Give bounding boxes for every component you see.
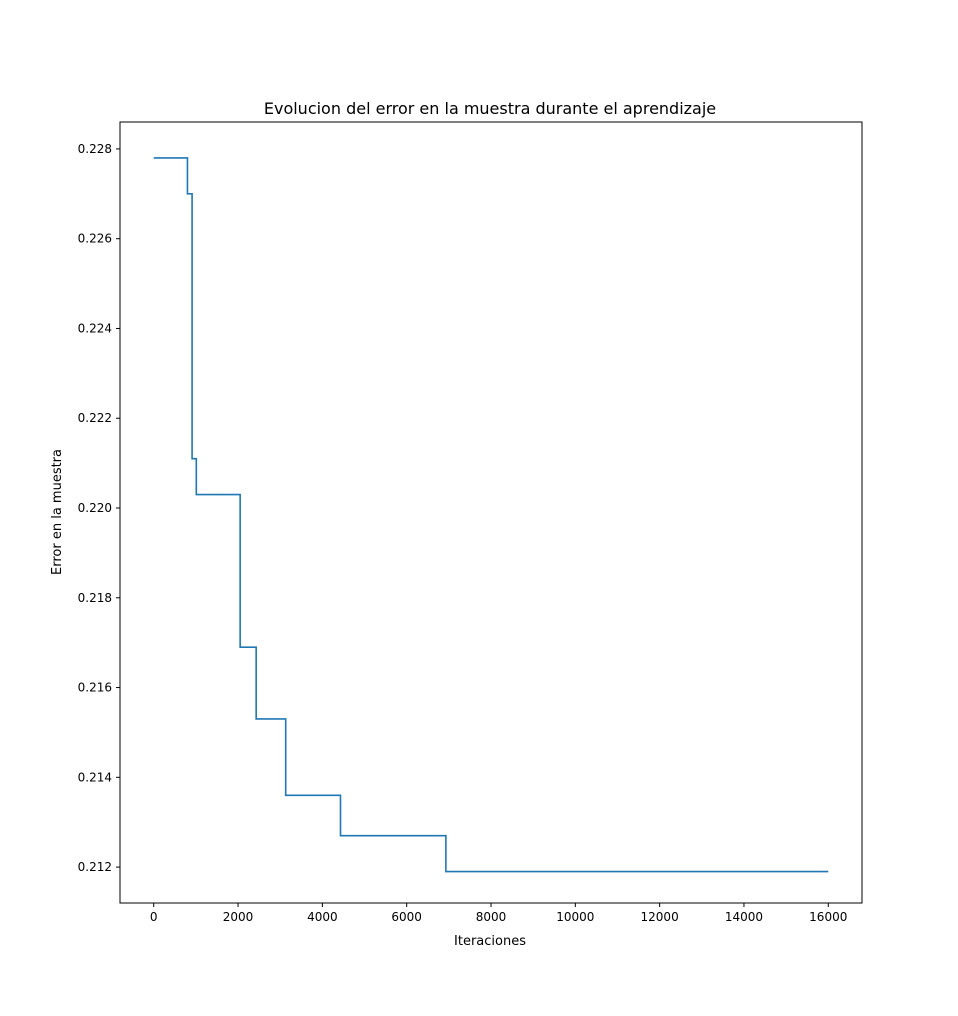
x-tick-label: 10000 — [556, 910, 594, 924]
y-tick-label: 0.220 — [78, 501, 112, 515]
chart-title: Evolucion del error en la muestra durant… — [264, 99, 716, 118]
series-line-0 — [153, 157, 829, 873]
x-tick-label: 6000 — [391, 910, 422, 924]
x-tick-label: 16000 — [809, 910, 847, 924]
y-axis-label: Error en la muestra — [50, 449, 65, 575]
y-tick-label: 0.228 — [78, 142, 112, 156]
y-tick-label: 0.212 — [78, 860, 112, 874]
y-tick-label: 0.222 — [78, 411, 112, 425]
y-tick-label: 0.214 — [78, 770, 112, 784]
y-tick-label: 0.216 — [78, 681, 112, 695]
x-axis-label: Iteraciones — [454, 934, 526, 949]
plot-area: 0 2000 4000 6000 8000 10000 12000 14000 16000 0.2… — [78, 121, 863, 924]
y-tick-label: 0.224 — [78, 321, 112, 335]
x-tick-label: 14000 — [725, 910, 763, 924]
x-tick-label: 4000 — [307, 910, 338, 924]
x-tick-label: 0 — [150, 910, 158, 924]
y-tick-label: 0.218 — [78, 591, 112, 605]
x-tick-label: 12000 — [641, 910, 679, 924]
x-tick-label: 8000 — [476, 910, 507, 924]
y-tick-label: 0.226 — [78, 232, 112, 246]
x-tick-label: 2000 — [223, 910, 254, 924]
plot-frame — [119, 121, 863, 904]
